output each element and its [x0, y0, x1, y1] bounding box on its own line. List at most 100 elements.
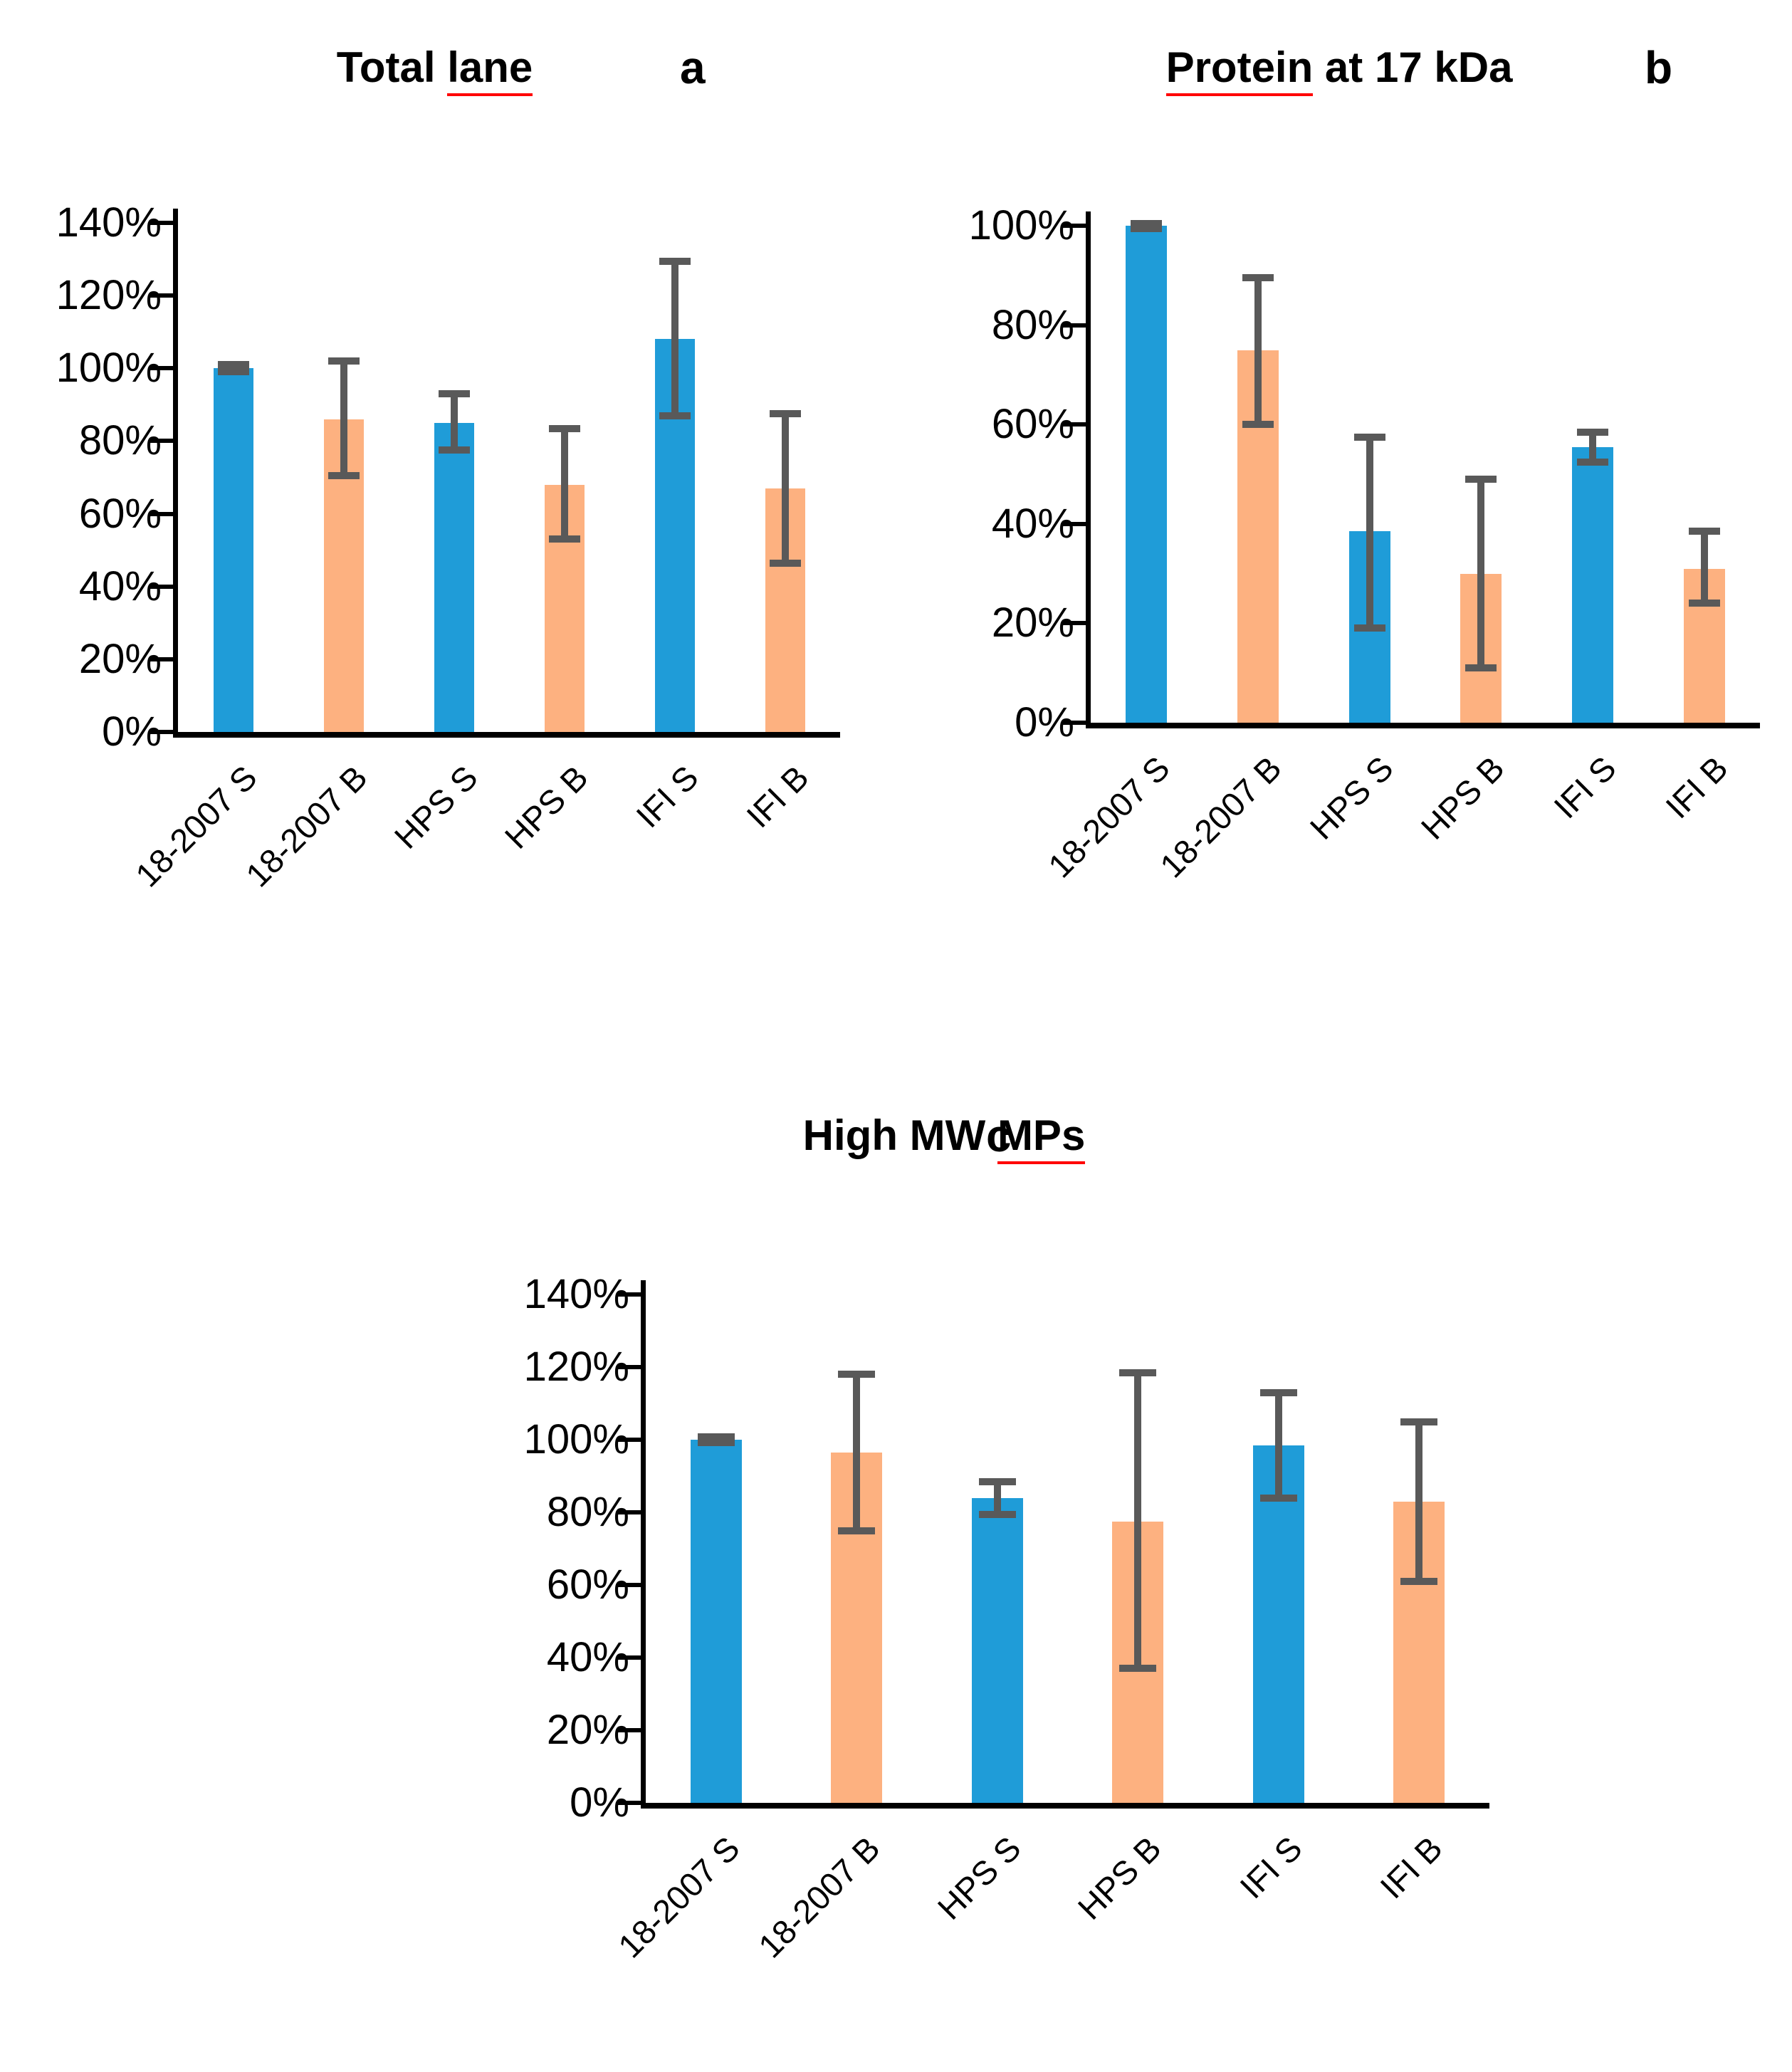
error-bar-line: [781, 414, 789, 563]
chart-b-title: Protein at 17 kDa: [1165, 43, 1513, 96]
chart-c-y-axis-labels: 140% 120% 100% 80% 60% 40% 20% 0%: [399, 1273, 641, 1824]
y-axis-tick: [617, 1510, 641, 1514]
y-tick-label: 60%: [991, 401, 1074, 448]
error-bar-line: [560, 428, 568, 540]
y-tick-label: 120%: [523, 1344, 629, 1390]
y-tick-label: 80%: [991, 301, 1074, 348]
error-bar-line: [1589, 431, 1596, 462]
title-word-underlined: lane: [447, 43, 533, 96]
y-axis-tick: [149, 656, 173, 661]
panel-letter-a: a: [680, 42, 706, 93]
y-tick-label: 40%: [78, 563, 162, 609]
error-bar-cap: [769, 410, 801, 418]
error-bar-cap: [1465, 475, 1497, 483]
error-bar-cap: [1577, 428, 1608, 436]
y-tick-label: 40%: [991, 500, 1074, 547]
error-bar-cap: [1131, 224, 1163, 232]
y-axis-tick: [149, 366, 173, 371]
error-bar-cap: [1465, 664, 1497, 672]
title-word-underlined: Protein: [1165, 43, 1314, 96]
error-bar-cap: [217, 368, 249, 376]
y-tick-label: 140%: [523, 1271, 629, 1317]
y-axis-tick: [617, 1801, 641, 1805]
error-bar-cap: [328, 471, 360, 479]
error-bar-cap: [1353, 624, 1385, 632]
error-bar-line: [450, 394, 458, 451]
chart-c-x-axis-labels: 18-2007 S 18-2007 B HPS S HPS B IFI S IFI B: [611, 1809, 1489, 2051]
error-bar-cap: [697, 1433, 735, 1440]
error-bar-cap: [1131, 219, 1163, 227]
chart-c-title: High MW MPs: [803, 1111, 1086, 1164]
chart-c-plot-area: [617, 1280, 1489, 1809]
error-bar-cap: [1242, 274, 1274, 282]
y-axis-tick: [149, 221, 173, 225]
title-word: at 17 kDa: [1313, 43, 1513, 91]
y-tick-label: 100%: [968, 202, 1074, 248]
y-tick-label: 100%: [523, 1416, 629, 1463]
error-bar-cap: [769, 559, 801, 567]
y-tick-label: 80%: [78, 417, 162, 464]
error-bar-cap: [1353, 433, 1385, 441]
y-axis-tick: [149, 584, 173, 589]
error-bar-cap: [1119, 1665, 1157, 1673]
error-bar-cap: [1688, 528, 1720, 535]
y-tick-label: 20%: [546, 1707, 629, 1753]
title-word: Total: [336, 43, 448, 91]
error-bar-cap: [659, 257, 691, 265]
error-bar-cap: [438, 446, 470, 454]
chart-b-y-axis-labels: 100% 80% 60% 40% 20% 0%: [918, 204, 1086, 744]
y-axis-tick: [1062, 422, 1086, 427]
bar-ifi-s: [1572, 446, 1613, 723]
y-axis-tick: [617, 1292, 641, 1297]
y-axis-tick: [617, 1365, 641, 1369]
bar-hps-s: [971, 1497, 1023, 1803]
error-bar-cap: [1577, 458, 1608, 466]
error-bar-line: [1254, 278, 1262, 425]
y-axis-tick: [1062, 621, 1086, 626]
y-tick-label: 20%: [991, 600, 1074, 647]
y-axis-tick: [149, 511, 173, 516]
error-bar-cap: [838, 1371, 876, 1378]
chart-b-x-axis-labels: 18-2007 S 18-2007 B HPS S HPS B IFI S IFI B: [1041, 728, 1760, 970]
title-word-underlined: MPs: [997, 1111, 1086, 1164]
bar-hps-s: [434, 422, 474, 732]
chart-a-x-axis-labels: 18-2007 S 18-2007 B HPS S HPS B IFI S IFI B: [127, 738, 840, 980]
error-bar-line: [1366, 436, 1373, 629]
error-bar-cap: [438, 390, 470, 398]
error-bar-cap: [1242, 421, 1274, 429]
error-bar-cap: [1400, 1418, 1438, 1425]
chart-b-title-row: Protein at 17 kDa b: [918, 21, 1760, 114]
panel-letter-c: c: [986, 1110, 1012, 1161]
y-axis-tick: [617, 1728, 641, 1732]
y-axis-tick: [1062, 521, 1086, 526]
error-bar-cap: [1400, 1577, 1438, 1585]
y-tick-label: 140%: [56, 199, 162, 246]
chart-protein-17kda: Protein at 17 kDa b 100% 80% 60% 40% 20% 0% 1…: [918, 21, 1792, 970]
bar-18-2007-s: [1126, 226, 1168, 723]
chart-high-mw-mps: High MW MPs c 140% 120% 100% 80% 60% 40% 20% 0%…: [399, 1018, 1524, 2051]
error-bar-cap: [697, 1439, 735, 1447]
error-bar-line: [993, 1481, 1001, 1514]
chart-c-body: 140% 120% 100% 80% 60% 40% 20% 0%: [399, 1273, 1524, 1824]
panel-letter-b: b: [1645, 42, 1673, 93]
y-tick-label: 60%: [78, 490, 162, 537]
error-bar-line: [1274, 1392, 1282, 1498]
y-axis-tick: [617, 1583, 641, 1587]
y-axis-tick: [149, 293, 173, 298]
error-bar-line: [340, 361, 347, 476]
y-tick-label: 40%: [546, 1634, 629, 1680]
error-bar-cap: [548, 535, 580, 543]
bar-18-2007-s: [690, 1440, 742, 1803]
chart-a-title: Total lane: [337, 43, 533, 96]
error-bar-line: [1477, 479, 1485, 669]
chart-c-title-row: High MW MPs c: [399, 1089, 1703, 1182]
error-bar-line: [1134, 1372, 1142, 1669]
y-tick-label: 20%: [78, 635, 162, 682]
y-axis-tick: [617, 1438, 641, 1442]
error-bar-cap: [838, 1527, 876, 1534]
chart-total-lane: Total lane a 140% 120% 100% 80% 60% 40% 20% 0% …: [28, 21, 869, 980]
title-word: High MW: [802, 1111, 997, 1159]
y-axis-tick: [1062, 323, 1086, 328]
y-axis-tick: [617, 1655, 641, 1660]
